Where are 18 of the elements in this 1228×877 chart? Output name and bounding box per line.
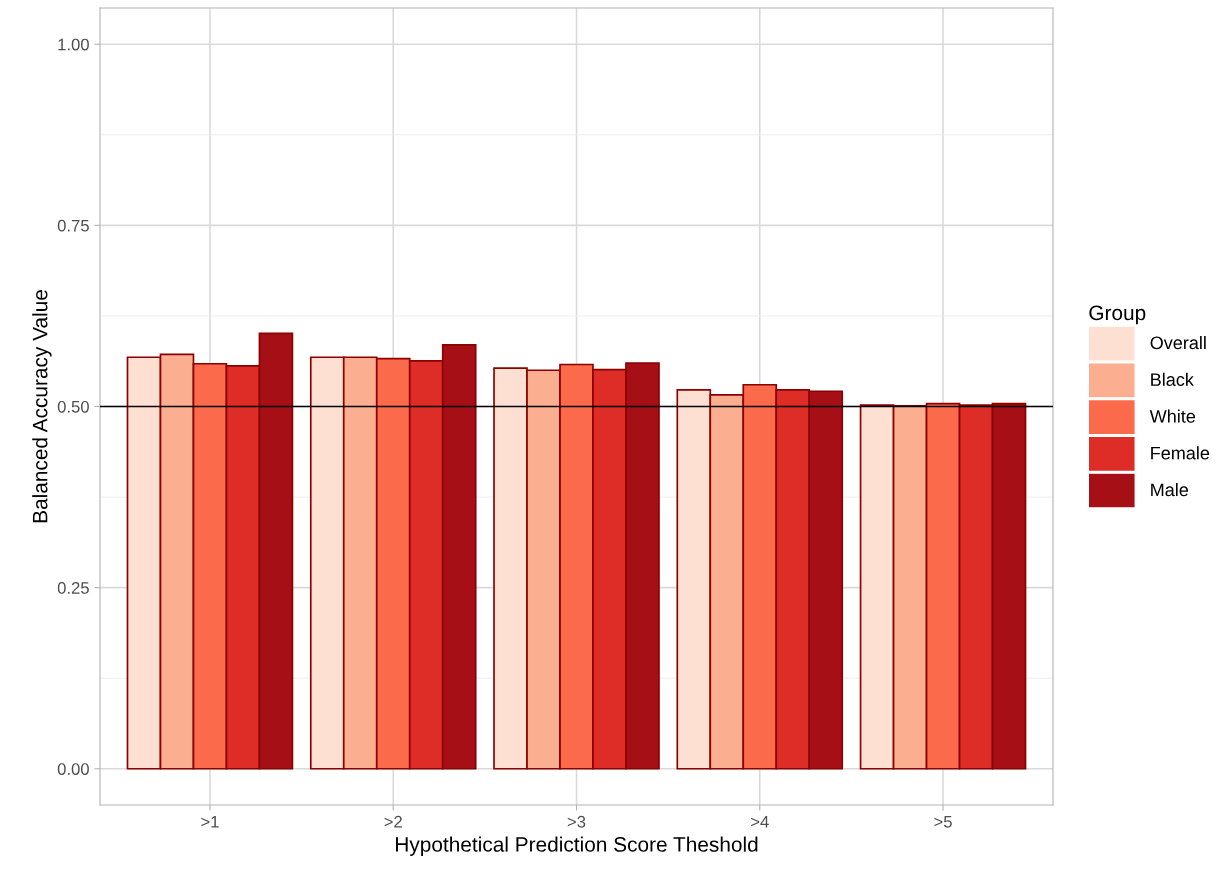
x-tick-label: >3 [567, 815, 586, 828]
x-tick-label: >5 [934, 816, 952, 828]
x-axis-title: Hypothetical Prediction Score Theshold [396, 836, 758, 856]
x-tick-label: >4 [751, 816, 769, 828]
y-axis-title: Balanced Accuracy Value [32, 290, 52, 523]
legend-label: Male [1151, 482, 1189, 497]
legend-title: Group [1089, 305, 1146, 325]
legend-label: Black [1151, 372, 1194, 387]
x-tick-label: >1 [201, 816, 219, 828]
y-tick-label: 1.00 [58, 38, 89, 51]
legend-label: Overall [1150, 336, 1206, 350]
x-tick-label: >2 [384, 815, 402, 828]
legend-label: Female [1151, 446, 1210, 460]
y-tick-label: 0.00 [57, 763, 89, 775]
y-tick-label: 0.25 [57, 582, 89, 594]
y-tick-label: 0.50 [57, 400, 89, 413]
y-tick-label: 0.75 [57, 219, 89, 232]
legend-label: White [1149, 409, 1196, 423]
